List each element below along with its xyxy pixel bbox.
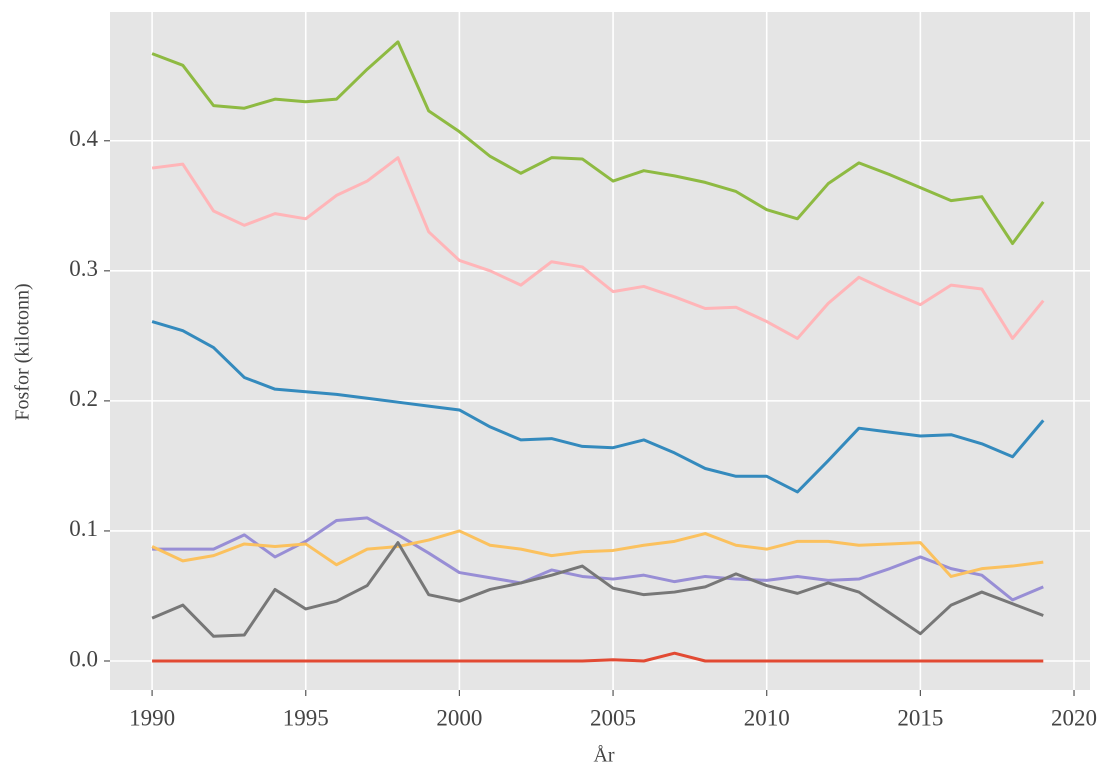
- line: [151, 40, 1045, 246]
- y-tick-label: 0.2: [69, 386, 98, 411]
- y-tick-label: 0.1: [69, 516, 98, 541]
- x-tick-label: 2015: [897, 705, 943, 730]
- x-tick-label: 2010: [744, 705, 790, 730]
- line: [151, 320, 1045, 494]
- line: [151, 156, 1045, 340]
- x-tick-label: 2005: [590, 705, 636, 730]
- line: [152, 651, 1044, 663]
- line: [151, 541, 1044, 638]
- y-axis-label: Fosfor (kilotonn): [12, 283, 34, 420]
- y-tick-label: 0.3: [69, 256, 98, 281]
- x-tick-label: 1990: [129, 705, 175, 730]
- x-tick-label: 1995: [283, 705, 329, 730]
- x-tick-label: 2020: [1051, 705, 1097, 730]
- y-tick-label: 0.4: [69, 126, 98, 151]
- plot-background: [110, 12, 1090, 690]
- y-tick-label: 0.0: [69, 646, 98, 671]
- x-tick-label: 2000: [436, 705, 482, 730]
- line: [151, 529, 1044, 578]
- x-axis-label: År: [593, 745, 614, 767]
